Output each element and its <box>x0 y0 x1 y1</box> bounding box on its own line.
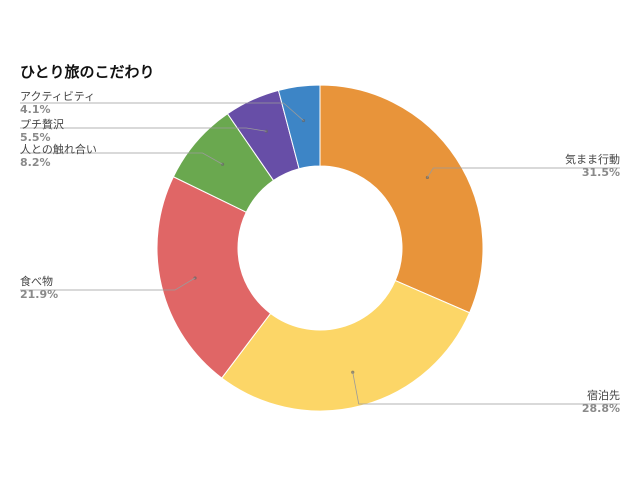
label-percent-アクティビティ: 4.1% <box>20 103 51 116</box>
slice-宿泊先 <box>221 279 471 412</box>
label-name-アクティビティ: アクティビティ <box>20 90 95 103</box>
leader-line-プチ贅沢 <box>20 127 267 132</box>
label-percent-人との触れ合い: 8.2% <box>20 156 51 169</box>
leader-line-アクティビティ <box>20 102 304 121</box>
label-name-プチ贅沢: プチ贅沢 <box>20 117 64 131</box>
leader-line-宿泊先 <box>352 372 620 405</box>
label-percent-プチ贅沢: 5.5% <box>20 131 51 144</box>
label-name-気まま行動: 気まま行動 <box>565 152 620 166</box>
label-percent-宿泊先: 28.8% <box>582 402 620 415</box>
leader-line-人との触れ合い <box>20 152 223 165</box>
slice-食べ物 <box>156 176 272 379</box>
label-name-食べ物: 食べ物 <box>20 274 53 288</box>
label-percent-食べ物: 21.9% <box>20 288 58 301</box>
label-name-人との触れ合い: 人との触れ合い <box>20 142 97 156</box>
chart-title: ひとり旅のこだわり <box>20 63 155 81</box>
leader-line-食べ物 <box>20 277 196 291</box>
slices-group <box>156 84 484 412</box>
label-percent-気まま行動: 31.5% <box>582 166 620 179</box>
slice-気まま行動 <box>319 84 484 314</box>
leader-line-気まま行動 <box>427 167 620 178</box>
label-name-宿泊先: 宿泊先 <box>587 388 620 402</box>
slice-アクティビティ <box>277 84 321 170</box>
